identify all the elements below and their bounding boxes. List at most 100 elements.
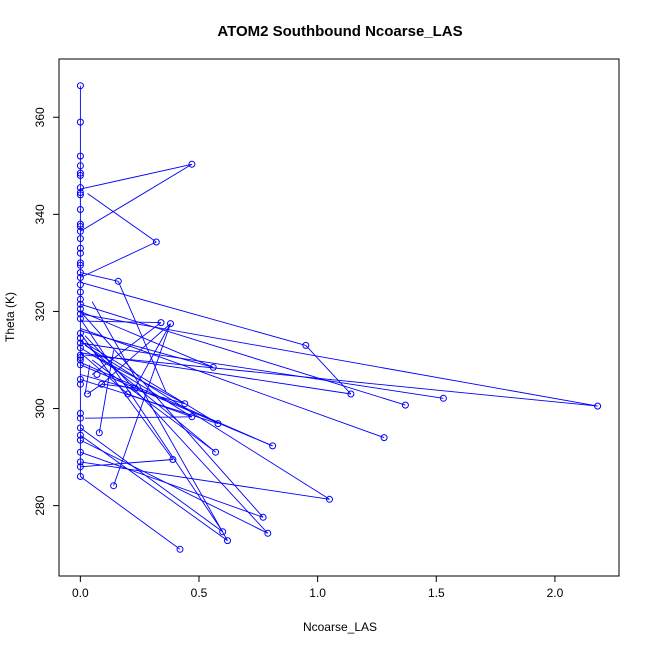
data-point [157, 319, 165, 327]
data-point [76, 380, 84, 388]
x-tick-label: 1.0 [309, 586, 326, 600]
series-line-segment [80, 313, 598, 407]
series-line-segment [80, 241, 157, 278]
data-point [76, 305, 84, 313]
data-point [76, 356, 84, 364]
data-point [76, 315, 84, 323]
data-point [594, 402, 602, 410]
series-line-segment [91, 359, 216, 453]
data-point [76, 424, 84, 432]
data-point [76, 227, 84, 235]
data-point [131, 384, 139, 392]
x-tick-label: 1.5 [428, 586, 445, 600]
y-tick-label: 360 [33, 107, 47, 127]
data-point [76, 339, 84, 347]
x-tick-label: 0.5 [191, 586, 208, 600]
data-point [76, 191, 84, 199]
data-point [76, 458, 84, 466]
data-point [76, 431, 84, 439]
series-line-segment [80, 352, 129, 395]
data-point [93, 371, 101, 378]
data-point [76, 300, 84, 308]
series-points [76, 82, 602, 553]
series-line-segment [80, 364, 273, 447]
data-point [188, 413, 196, 421]
data-point [76, 184, 84, 192]
series-line-segment [91, 301, 228, 541]
chart-title: ATOM2 Southbound Ncoarse_LAS [217, 23, 462, 40]
data-point [264, 529, 272, 537]
data-point [76, 281, 84, 289]
series-line-segment [101, 323, 171, 385]
series-line-segment [84, 342, 219, 424]
series-line-segment [80, 318, 224, 533]
data-point [76, 344, 84, 352]
y-tick-label: 280 [33, 495, 47, 515]
series-line-segment [91, 322, 162, 375]
x-tick-label: 0.0 [72, 586, 89, 600]
series-line-segment [84, 345, 330, 500]
data-point [76, 82, 84, 90]
series-line-segment [80, 461, 330, 500]
data-point [219, 528, 227, 536]
data-point [167, 320, 174, 328]
data-point [76, 354, 84, 361]
data-point [347, 390, 355, 398]
data-point [76, 244, 84, 252]
series-line-segment [85, 354, 598, 407]
series-line-segment [80, 272, 119, 282]
y-tick-label: 300 [33, 398, 47, 418]
data-point [302, 341, 310, 349]
data-point [380, 434, 388, 442]
series-line-segment [80, 281, 306, 346]
data-point [98, 380, 106, 388]
series-line-segment [84, 364, 91, 395]
series-line-segment [80, 320, 162, 324]
data-point [76, 220, 84, 228]
data-point [76, 409, 84, 417]
series-line-segment [80, 342, 444, 399]
data-point [76, 223, 84, 230]
data-point [84, 390, 91, 398]
series-line-segment [80, 303, 406, 406]
data-point [76, 162, 84, 170]
series-line-segment [80, 451, 264, 518]
series-line-segment [80, 163, 193, 232]
series-line-segment [80, 327, 385, 439]
y-axis-label: Theta (K) [3, 292, 17, 342]
data-point [152, 238, 160, 246]
data-point [76, 295, 84, 303]
x-axis-label: Ncoarse_LAS [303, 620, 377, 634]
data-point [401, 401, 409, 409]
data-point [76, 463, 84, 471]
x-tick-label: 2.0 [547, 586, 564, 600]
data-point [76, 235, 84, 243]
data-point [259, 513, 267, 521]
data-point [76, 189, 84, 196]
data-point [76, 361, 84, 369]
data-point [176, 545, 184, 553]
data-point [224, 537, 231, 545]
series-line-segment [80, 311, 264, 518]
data-point [76, 351, 84, 359]
series-line-segment [134, 323, 171, 389]
series-line-segment [80, 163, 192, 190]
data-point [95, 429, 103, 437]
data-point [76, 172, 84, 179]
data-point [76, 329, 84, 337]
series-line-segment [80, 340, 216, 453]
series-line-segment [80, 439, 269, 534]
data-point [124, 390, 132, 398]
series-line-segment [84, 335, 269, 534]
data-point [76, 288, 84, 296]
series-line-segment [80, 459, 173, 468]
data-point [76, 436, 84, 444]
y-tick-label: 320 [33, 301, 47, 321]
data-point [76, 473, 84, 480]
series-line-segment [80, 427, 223, 533]
data-point [76, 261, 84, 269]
data-point [76, 152, 84, 160]
data-point [76, 414, 84, 422]
data-point [76, 334, 84, 342]
